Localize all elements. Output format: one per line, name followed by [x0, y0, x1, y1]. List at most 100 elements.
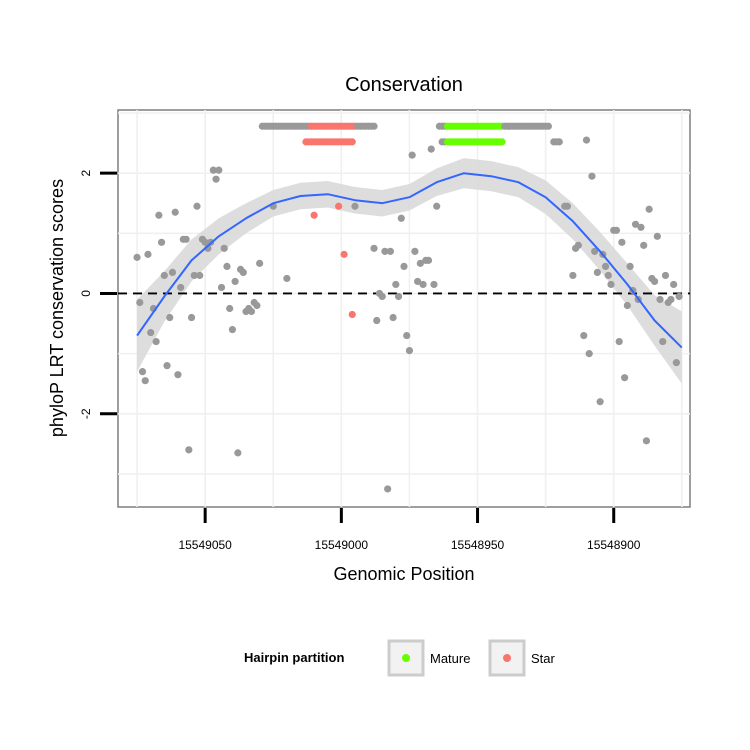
- point-other: [430, 280, 438, 289]
- point-other: [381, 247, 389, 255]
- point-other: [133, 253, 141, 261]
- point-other: [201, 238, 209, 246]
- point-other: [212, 175, 220, 183]
- annotation-point-star: [348, 138, 356, 146]
- point-other: [675, 292, 683, 301]
- point-other: [419, 280, 427, 289]
- point-other: [626, 262, 634, 270]
- point-other: [171, 208, 179, 216]
- point-other: [231, 277, 239, 286]
- point-other: [177, 283, 185, 292]
- point-other: [386, 247, 394, 255]
- x-tick-label: 15549000: [315, 538, 369, 552]
- confidence-band-layer: [137, 158, 682, 384]
- point-other: [427, 145, 435, 153]
- point-other: [226, 304, 234, 313]
- point-other: [239, 268, 247, 277]
- legend: Hairpin partition Mature Star: [244, 639, 556, 677]
- point-other: [618, 238, 626, 246]
- point-other: [215, 166, 223, 174]
- plot-panel: [117, 109, 691, 508]
- point-other: [389, 313, 397, 322]
- point-other: [645, 205, 653, 213]
- point-other: [414, 277, 422, 286]
- x-tick-label: 15548900: [587, 538, 641, 552]
- point-other: [174, 371, 182, 379]
- point-other: [585, 350, 593, 358]
- point-other: [659, 337, 667, 346]
- point-other: [147, 328, 155, 337]
- point-other: [569, 271, 577, 280]
- point-other: [155, 211, 163, 219]
- point-other: [220, 244, 228, 252]
- y-tick-label: -2: [79, 408, 93, 419]
- point-other: [601, 262, 610, 270]
- point-other: [228, 325, 236, 334]
- point-other: [582, 136, 591, 144]
- legend-label-mature: Mature: [430, 651, 470, 666]
- point-other: [667, 295, 675, 304]
- x-tick-label: 15549050: [178, 538, 232, 552]
- point-other: [370, 244, 378, 252]
- annotation-point-other: [544, 122, 552, 130]
- smooth-curve-layer: [136, 172, 683, 349]
- point-other: [351, 202, 359, 210]
- point-other: [416, 259, 424, 267]
- point-other: [163, 362, 171, 370]
- point-star: [340, 250, 348, 258]
- point-other: [190, 271, 198, 280]
- point-other: [168, 268, 177, 277]
- point-star: [310, 211, 318, 219]
- smooth-curve: [136, 172, 683, 349]
- y-axis-label: phyloP LRT conservation scores: [47, 179, 67, 437]
- point-other: [283, 274, 291, 283]
- point-other: [580, 331, 588, 340]
- point-other: [256, 259, 264, 267]
- point-other: [403, 331, 411, 340]
- point-other: [138, 368, 147, 376]
- legend-title: Hairpin partition: [244, 650, 344, 665]
- point-other: [397, 214, 405, 222]
- annotation-point-other: [555, 138, 563, 146]
- x-tick-label: 15548950: [451, 538, 505, 552]
- point-other: [152, 337, 160, 346]
- points-layer: [133, 122, 683, 493]
- point-other: [384, 485, 392, 493]
- legend-label-star: Star: [531, 651, 556, 666]
- x-axis-label: Genomic Position: [333, 564, 474, 584]
- point-other: [640, 241, 648, 249]
- point-other: [637, 223, 645, 231]
- point-other: [424, 256, 433, 264]
- point-other: [574, 241, 582, 249]
- annotation-point-mature: [498, 138, 506, 146]
- point-other: [672, 359, 680, 367]
- point-other: [182, 235, 190, 243]
- point-other: [394, 292, 403, 301]
- point-other: [392, 280, 400, 289]
- point-other: [631, 220, 640, 228]
- point-other: [253, 301, 261, 310]
- y-axis: -2 0 2: [79, 170, 117, 419]
- point-other: [378, 292, 386, 301]
- confidence-band: [137, 158, 682, 384]
- point-other: [656, 295, 664, 304]
- point-other: [563, 202, 572, 210]
- point-other: [612, 226, 621, 234]
- point-other: [196, 271, 204, 280]
- point-other: [661, 271, 670, 280]
- point-other: [373, 316, 381, 325]
- point-other: [405, 347, 414, 355]
- point-other: [234, 449, 242, 457]
- point-other: [593, 268, 601, 277]
- point-other: [136, 298, 144, 307]
- plot-panel-border: [117, 109, 691, 508]
- point-other: [160, 271, 168, 280]
- x-axis: 15549050 15549000 15548950 15548900: [178, 508, 641, 552]
- point-other: [411, 247, 419, 255]
- point-other: [650, 277, 659, 286]
- legend-dot-star: [503, 654, 511, 662]
- point-other: [653, 232, 661, 240]
- point-other: [217, 283, 226, 292]
- point-other: [642, 437, 651, 445]
